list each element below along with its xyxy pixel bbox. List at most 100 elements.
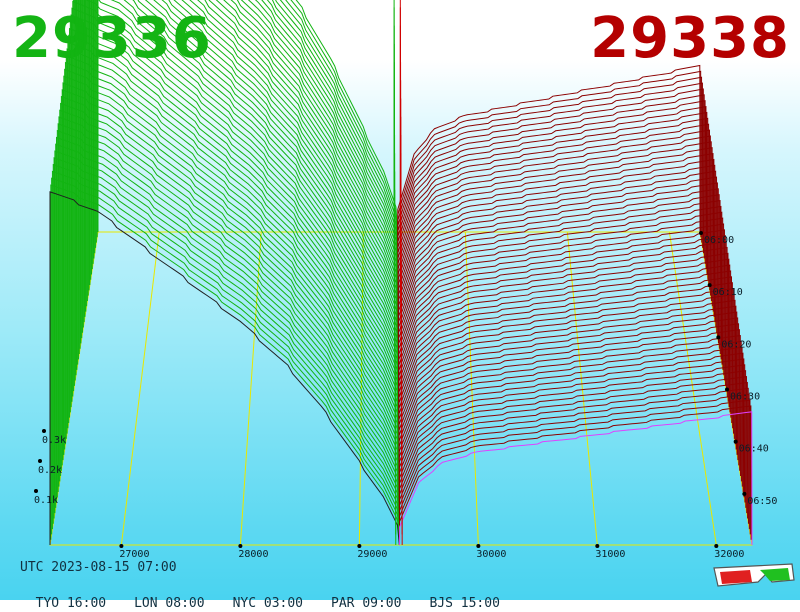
x-tick-dot	[595, 544, 600, 548]
ask-depth-line	[399, 405, 752, 540]
bid-depth-line	[82, 0, 399, 328]
ask-depth-line	[397, 152, 714, 312]
bid-depth-line	[81, 0, 399, 339]
bid-depth-line	[67, 41, 400, 429]
bid-depth-line	[78, 0, 399, 355]
x-tick-label: 32000	[714, 549, 744, 560]
time-tick-dot	[699, 231, 703, 235]
time-tick-dot	[716, 335, 721, 340]
clock-par: PAR 09:00	[331, 596, 402, 611]
bid-depth-line	[74, 0, 399, 381]
volume-tick-dot	[34, 489, 38, 493]
ask-depth-line	[398, 229, 726, 381]
ask-depth-line	[397, 141, 712, 301]
ask-depth-line	[398, 241, 727, 392]
ask-depth-line	[397, 64, 701, 233]
bid-depth-line	[75, 0, 399, 376]
volume-tick-dot	[42, 429, 46, 433]
bid-depth-line	[90, 0, 399, 280]
ask-series	[397, 0, 753, 546]
ask-depth-line	[398, 270, 732, 418]
ask-depth-line	[397, 111, 708, 275]
bid-depth-line	[89, 0, 399, 286]
bid-depth-line	[70, 14, 400, 408]
bid-depth-line	[58, 116, 400, 487]
x-tick-dot	[476, 544, 481, 548]
ask-depth-line	[397, 170, 717, 328]
bid-depth-line	[94, 0, 399, 254]
bid-depth-line	[73, 0, 399, 386]
bid-depth-line	[54, 150, 400, 514]
volume-tick-label: 0.1k	[34, 495, 58, 506]
bid-depth-line	[64, 68, 400, 450]
ask-depth-line	[397, 106, 707, 270]
bid-depth-line	[52, 163, 400, 524]
clock-nyc: NYC 03:00	[232, 596, 304, 611]
ask-depth-line	[398, 264, 731, 413]
time-tick-dot	[707, 283, 712, 288]
ask-depth-line	[397, 123, 710, 286]
ask-depth-line	[398, 252, 729, 402]
ask-depth-line	[398, 381, 749, 519]
x-grid-line	[668, 231, 717, 546]
bid-series	[49, 0, 400, 546]
ask-depth-line	[398, 258, 730, 408]
x-tick-label: 28000	[238, 549, 268, 560]
ask-depth-line	[398, 334, 742, 477]
bid-depth-line	[86, 0, 399, 302]
ask-depth-line	[398, 282, 734, 429]
bid-depth-line	[65, 55, 400, 439]
bid-depth-line	[83, 0, 399, 323]
bid-depth-line	[87, 0, 399, 296]
volume-tick-label: 0.3k	[42, 435, 66, 446]
bid-depth-line	[60, 95, 400, 471]
bid-depth-line	[51, 170, 400, 530]
chart-labels: 27000 28000 29000 30000 31000 32000 06:00 06:10…	[34, 231, 777, 560]
ask-depth-line	[398, 317, 739, 461]
ask-depth-line	[398, 217, 724, 370]
ask-depth-line	[397, 147, 713, 307]
x-tick-dot	[714, 544, 719, 548]
bid-depth-line	[63, 75, 400, 455]
bid-depth-line	[49, 191, 400, 546]
bid-depth-line	[96, 0, 399, 238]
depth-chart: 27000 28000 29000 30000 31000 32000 06:00 06:10…	[34, 0, 777, 560]
time-tick-label: 06:50	[747, 496, 777, 507]
ask-depth-line	[397, 129, 711, 291]
ask-depth-line	[397, 158, 715, 317]
bid-depth-line	[62, 82, 400, 461]
time-tick-dot	[725, 387, 729, 392]
ask-depth-line	[398, 329, 741, 471]
ask-depth-line	[397, 94, 705, 259]
bid-depth-line	[56, 136, 400, 503]
x-grid-line	[566, 231, 598, 546]
bid-depth-line	[68, 34, 400, 424]
volume-tick-label: 0.2k	[38, 465, 62, 476]
ask-depth-line	[398, 205, 722, 360]
bid-depth-line	[61, 89, 400, 466]
x-tick-label: 29000	[357, 549, 387, 560]
3d-glasses-icon[interactable]	[712, 558, 796, 592]
ask-depth-line	[398, 393, 750, 530]
bid-depth-line	[86, 0, 399, 307]
ask-depth-line	[398, 299, 736, 445]
clock-lon: LON 08:00	[134, 596, 205, 611]
bid-depth-line	[92, 0, 399, 264]
bid-depth-line	[50, 184, 400, 540]
bid-depth-line	[82, 0, 399, 333]
ask-depth-line	[398, 376, 748, 514]
time-tick-label: 06:30	[730, 392, 760, 403]
bid-depth-line	[51, 177, 400, 535]
bid-depth-line	[53, 157, 400, 519]
ask-depth-line	[397, 70, 702, 238]
clock-bjs: BJS 15:00	[429, 596, 500, 611]
ask-depth-line	[398, 276, 733, 423]
ask-depth-line	[398, 246, 728, 397]
ask-depth-line	[397, 100, 706, 264]
bid-depth-line	[71, 7, 400, 402]
bid-depth-line	[56, 129, 400, 498]
ask-depth-line	[398, 211, 723, 365]
bid-depth-line	[64, 61, 400, 445]
bid-depth-line	[55, 143, 400, 508]
x-grid-line	[464, 231, 479, 546]
